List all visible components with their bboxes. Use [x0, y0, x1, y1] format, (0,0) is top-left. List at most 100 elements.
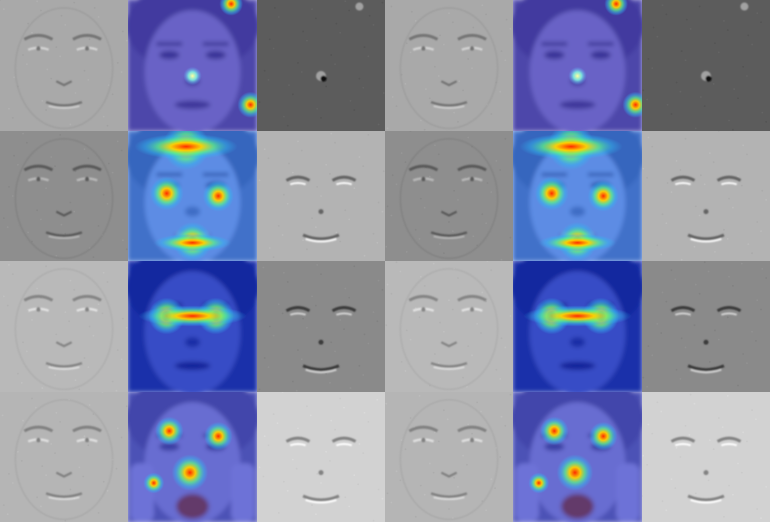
pupil-mark	[421, 46, 426, 51]
texture-speck	[434, 431, 436, 434]
guided-eye-mark	[670, 175, 696, 182]
heatmap-hotspot	[219, 0, 243, 16]
texture-speck	[457, 199, 459, 201]
nose-shape	[184, 336, 201, 348]
texture-speck	[367, 55, 370, 58]
texture-speck	[362, 374, 365, 376]
guided-nose-mark	[703, 470, 709, 476]
texture-speck	[481, 291, 484, 294]
tile-r3-c3-guided-gradient	[257, 261, 385, 392]
texture-speck	[693, 402, 696, 405]
texture-speck	[418, 316, 421, 319]
texture-speck	[106, 202, 109, 205]
eye-shape	[590, 50, 612, 60]
texture-speck	[467, 345, 470, 348]
texture-speck	[737, 97, 739, 100]
texture-speck	[282, 193, 285, 196]
texture-speck	[325, 450, 328, 453]
mouth-mark	[430, 231, 468, 237]
texture-speck	[699, 96, 702, 98]
texture-speck	[665, 509, 668, 512]
texture-speck	[432, 471, 435, 474]
texture-speck	[760, 230, 762, 233]
texture-speck	[670, 113, 673, 115]
texture-speck	[714, 251, 716, 253]
guided-eye-highlight	[674, 312, 691, 316]
mouth-mark	[430, 101, 468, 107]
texture-speck	[92, 413, 95, 415]
texture-speck	[93, 6, 96, 9]
texture-speck	[263, 357, 266, 359]
texture-speck	[509, 27, 512, 30]
heatmap-mouth-band	[153, 233, 232, 252]
texture-speck	[651, 67, 654, 70]
guided-nose-mark	[318, 339, 324, 345]
guided-mouth-highlight	[305, 237, 337, 243]
texture-speck	[281, 234, 284, 236]
guided-mouth-highlight	[305, 368, 337, 374]
texture-speck	[425, 88, 427, 90]
guided-eye-mark	[670, 306, 696, 313]
texture-speck	[390, 5, 393, 8]
texture-speck	[334, 63, 336, 66]
texture-speck	[462, 376, 464, 379]
texture-speck	[451, 230, 454, 233]
texture-speck	[358, 77, 361, 80]
guided-eye-mark	[716, 306, 742, 313]
texture-speck	[467, 423, 470, 426]
texture-speck	[462, 454, 464, 457]
texture-speck	[448, 299, 450, 302]
texture-speck	[125, 248, 128, 251]
tile-background	[0, 131, 128, 261]
texture-speck	[300, 71, 303, 73]
nose-mark	[440, 80, 458, 87]
heatmap-hotspot	[204, 421, 233, 451]
texture-speck	[448, 221, 450, 223]
heatmap-overlay	[128, 261, 257, 392]
texture-speck	[400, 360, 403, 363]
texture-speck	[448, 508, 450, 510]
texture-speck	[737, 384, 739, 387]
texture-speck	[25, 350, 28, 353]
texture-speck	[404, 161, 407, 164]
texture-speck	[339, 31, 342, 34]
texture-speck	[679, 378, 682, 380]
texture-speck	[121, 317, 124, 320]
texture-speck	[765, 199, 768, 201]
guided-mark	[705, 75, 712, 82]
texture-speck	[73, 288, 76, 291]
texture-speck	[27, 22, 30, 25]
texture-speck	[472, 26, 475, 29]
guided-mouth-highlight	[690, 237, 722, 243]
texture-speck	[288, 162, 290, 165]
texture-speck	[509, 236, 512, 239]
guided-mouth-mark	[302, 364, 340, 372]
texture-speck	[647, 345, 650, 348]
texture-speck	[693, 245, 696, 248]
tile-r1-c6-guided-gradient	[642, 0, 770, 131]
guided-eye-highlight	[336, 182, 353, 186]
texture-speck	[276, 422, 279, 425]
texture-speck	[423, 284, 426, 287]
texture-speck	[761, 189, 764, 192]
guided-nose-mark	[703, 339, 709, 345]
brow-shape	[587, 41, 614, 46]
texture-speck	[694, 205, 697, 208]
texture-speck	[485, 300, 488, 303]
texture-speck	[316, 473, 319, 475]
pupil-mark	[36, 176, 41, 182]
texture-speck	[55, 254, 58, 257]
texture-speck	[50, 156, 53, 158]
texture-speck	[698, 214, 701, 217]
texture-speck	[509, 393, 512, 396]
texture-speck	[642, 167, 645, 170]
nose-mark	[440, 471, 458, 478]
texture-speck	[457, 120, 459, 123]
guided-eye-highlight	[289, 312, 306, 316]
texture-speck	[349, 99, 352, 102]
texture-speck	[642, 89, 645, 92]
face-features	[14, 399, 114, 521]
texture-speck	[64, 311, 67, 313]
texture-speck	[74, 170, 77, 173]
